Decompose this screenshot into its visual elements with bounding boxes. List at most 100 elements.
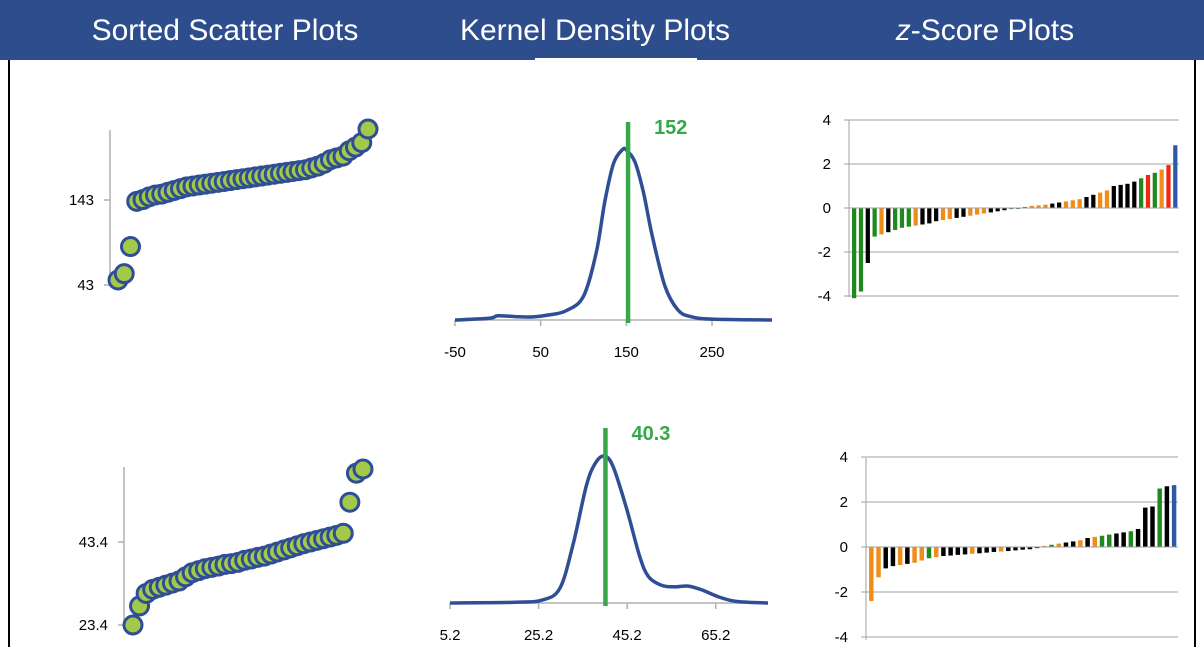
z-score-2-bar — [1020, 547, 1025, 550]
z-score-2-bar — [1085, 538, 1090, 547]
z-score-2-bar — [955, 547, 961, 555]
z-score-1-bar — [1173, 145, 1178, 208]
sorted-scatter-1-point — [113, 263, 135, 285]
kernel-density-1-tick-label: -50 — [444, 344, 466, 361]
frame-left-border — [8, 60, 10, 647]
z-score-1-bar — [981, 208, 987, 214]
header-title-kernel-density: Kernel Density Plots — [459, 14, 731, 47]
kernel-density-1-tick-label: 150 — [614, 344, 639, 361]
z-score-2-bar — [1006, 547, 1011, 552]
header-band — [0, 0, 1204, 60]
kernel-density-2-tick-label: 65.2 — [701, 627, 730, 644]
sorted-scatter-2-point — [352, 458, 374, 480]
z-score-1-tick-label: 0 — [823, 200, 831, 217]
z-score-1-bar — [1111, 186, 1116, 208]
z-score-1-tick-label: -4 — [818, 288, 831, 305]
z-score-1-bar — [1077, 199, 1082, 208]
z-score-1-bar — [1009, 208, 1014, 210]
z-score-1-bar — [1159, 169, 1164, 208]
sorted-scatter-2-point — [122, 614, 144, 636]
frame-right-border — [1194, 60, 1196, 647]
z-score-1-bar — [968, 208, 973, 216]
z-score-2-bar — [1171, 485, 1177, 547]
sorted-scatter-1-tick-label: 143 — [69, 192, 94, 209]
z-score-1-bar — [1029, 205, 1034, 208]
z-score-2-bar — [890, 547, 896, 567]
z-score-1-bar — [1084, 197, 1089, 208]
kernel-density-2-marker-label: 40.3 — [631, 423, 670, 445]
kernel-density-2-tick-label: 45.2 — [613, 627, 642, 644]
kernel-density-2-tick-label: 25.2 — [524, 627, 553, 644]
z-score-2-bar — [876, 547, 881, 578]
z-score-1-bar — [1091, 194, 1096, 208]
z-score-1-bar — [1145, 175, 1151, 208]
z-score-2-tick-label: 2 — [840, 494, 848, 511]
z-score-1-bar — [906, 208, 911, 227]
z-score-1-bar — [886, 208, 891, 233]
z-score-1-bar — [1063, 201, 1069, 208]
z-score-2-bar — [970, 547, 975, 554]
z-score-2-bar — [1027, 547, 1033, 550]
z-score-1-bar — [865, 208, 870, 263]
header-underline-accent — [535, 58, 697, 61]
z-score-1-bar — [940, 208, 946, 221]
z-score-1-bar — [961, 208, 966, 217]
z-score-1-bar — [927, 208, 932, 224]
z-score-2-bar — [1078, 540, 1083, 547]
z-score-2-bar — [1070, 541, 1076, 547]
sorted-scatter-1-tick-label: 43 — [77, 277, 94, 294]
kernel-density-2-tick-label: 5.2 — [440, 627, 461, 644]
z-score-1-bar — [1132, 181, 1137, 208]
z-score-1-bar — [913, 208, 918, 226]
z-score-1-bar — [1070, 200, 1075, 208]
z-score-1-bar — [1043, 204, 1048, 208]
kernel-density-2-density-curve — [449, 454, 769, 605]
z-score-1-bar — [879, 208, 884, 235]
z-score-2-bar — [897, 547, 903, 565]
header-title-z-score: z-Score Plots — [895, 14, 1075, 47]
z-score-2-bar — [926, 547, 932, 559]
z-score-2-bar — [1099, 535, 1105, 547]
z-score-1-bar — [852, 208, 857, 299]
z-score-2-bar — [1143, 507, 1148, 547]
z-score-2-tick-label: 0 — [840, 539, 848, 556]
z-score-1-tick-label: 4 — [823, 112, 831, 129]
z-score-2-bar — [941, 547, 946, 556]
z-score-2-bar — [1114, 533, 1119, 547]
z-score-1-bar — [1022, 206, 1028, 208]
z-score-1-bar — [1125, 183, 1130, 208]
z-score-1-tick-label: 2 — [823, 156, 831, 173]
z-score-1-bar — [995, 208, 1000, 212]
z-score-1-tick-label: -2 — [818, 244, 831, 261]
z-score-1-bar — [988, 208, 993, 213]
z-score-2-bar — [984, 547, 989, 553]
z-score-2-bar — [991, 547, 997, 552]
z-score-1-bar — [858, 208, 864, 292]
z-score-2-bar — [1128, 531, 1134, 547]
sorted-scatter-2-point — [339, 491, 361, 513]
z-score-1-bar — [1057, 202, 1062, 208]
z-score-2-tick-label: -2 — [835, 584, 848, 601]
z-score-1-bar — [1118, 184, 1123, 208]
sorted-scatter-2-point — [332, 522, 354, 544]
z-score-2-bar — [912, 547, 917, 563]
z-score-2-bar — [1049, 544, 1054, 547]
header-title-scatter: Sorted Scatter Plots — [91, 14, 359, 47]
sorted-scatter-1-point — [120, 236, 141, 258]
z-score-1-bar — [975, 208, 980, 215]
z-score-1-bar — [920, 208, 925, 225]
z-score-2-bar — [905, 547, 910, 564]
z-score-2-bar — [1013, 547, 1018, 551]
z-score-2-bar — [883, 547, 888, 569]
z-score-2-bar — [1157, 488, 1162, 547]
kernel-density-1-density-curve — [454, 146, 773, 322]
z-score-2-bar — [933, 547, 939, 558]
z-score-1-bar — [872, 208, 877, 237]
kernel-density-1-tick-label: 50 — [532, 344, 549, 361]
z-score-2-bar — [977, 547, 982, 554]
z-score-2-bar — [1135, 529, 1141, 547]
z-score-1-bar — [1002, 208, 1007, 211]
z-score-2-bar — [1042, 545, 1047, 547]
z-score-2-bar — [919, 547, 925, 561]
